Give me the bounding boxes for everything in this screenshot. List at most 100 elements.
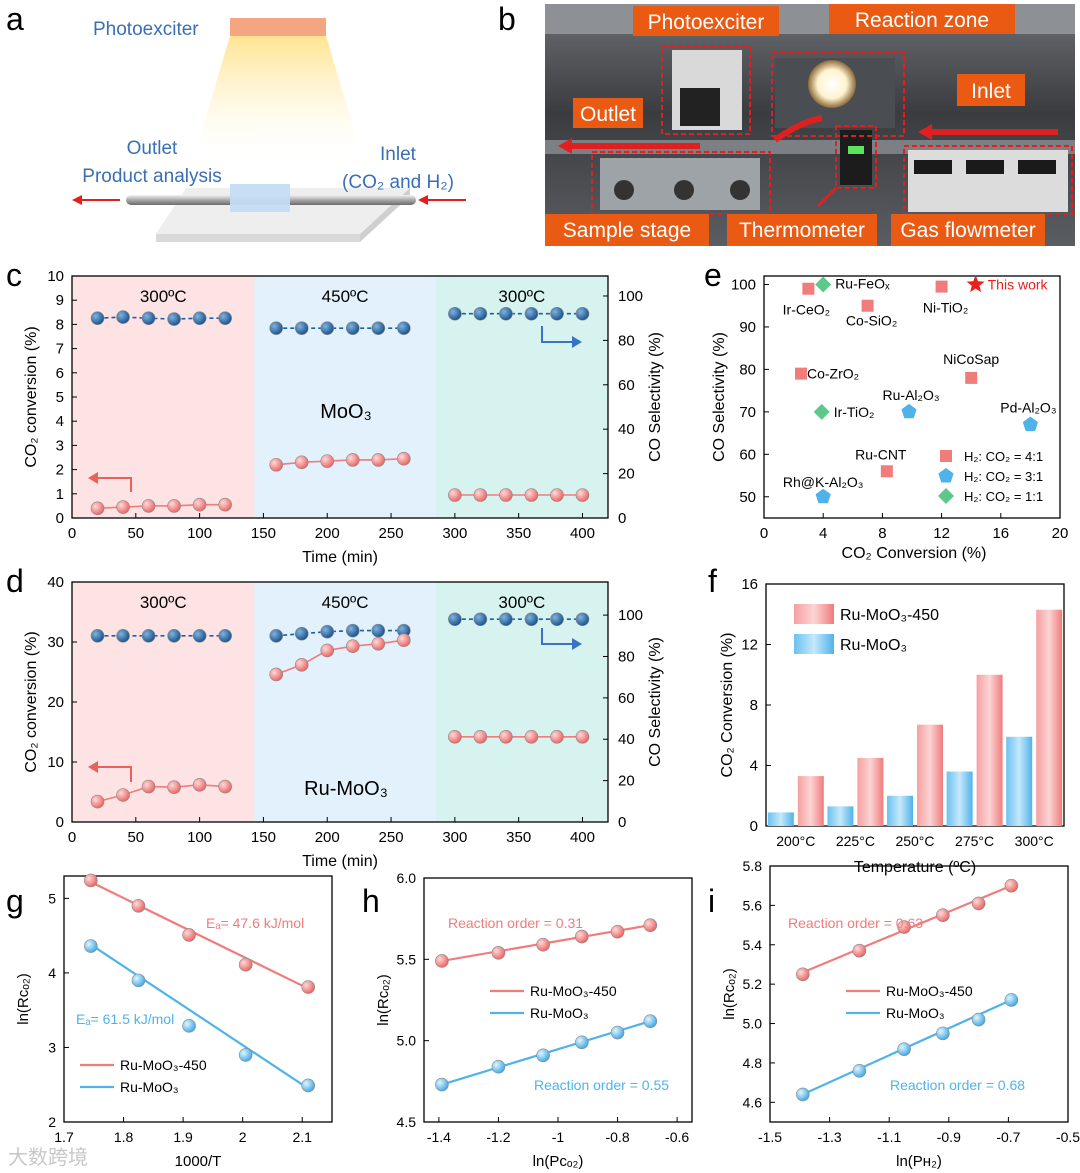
data-point-right [167, 312, 181, 326]
data-point-left [192, 777, 207, 792]
photo-label-gas-flowmeter: Gas flowmeter [900, 219, 1035, 242]
data-point-right [320, 321, 335, 335]
photo-label-photoexciter: Photoexciter [648, 11, 765, 34]
x-tick-label: -1 [552, 1129, 565, 1145]
y-right-tick-label: 0 [618, 814, 626, 831]
data-point-left [448, 729, 462, 744]
y-tick-label: 5.5 [397, 951, 417, 967]
data-point [536, 1048, 550, 1063]
x-tick-label: 225°C [836, 833, 875, 849]
legend-marker-diamond [938, 488, 954, 504]
region-label-0: 300ºC [140, 287, 187, 306]
y-tick-label: 5 [48, 890, 56, 906]
data-point-left [116, 500, 130, 514]
data-point-right [192, 311, 207, 325]
data-point-right [116, 310, 130, 324]
y-left-tick-label: 40 [47, 574, 64, 591]
outlet-flow-arrowhead [558, 138, 572, 154]
data-point-right [294, 321, 309, 335]
data-point-left [269, 457, 283, 472]
data-point-right [269, 321, 283, 335]
y-tick-label: 3 [48, 1039, 56, 1055]
legend-label: H₂: CO₂ = 3:1 [964, 469, 1043, 484]
x-tick-label: -1.2 [486, 1129, 510, 1145]
photoexciter-tag [633, 6, 779, 36]
data-point [238, 957, 253, 972]
data-point-left [499, 729, 513, 744]
x-tick-label: 400 [570, 829, 595, 846]
y-tick-label: 100 [731, 276, 756, 293]
right-axis-arrow [541, 326, 574, 343]
x-tick-label: 275°C [955, 833, 994, 849]
photo-label-outlet: Outlet [580, 103, 636, 126]
y-left-axis-label: CO₂ conversion (%) [23, 326, 40, 467]
x-tick-label: 8 [878, 525, 886, 542]
bar-ru-moo3-450 [797, 776, 824, 826]
y-tick-label: 4.5 [397, 1114, 417, 1130]
x-tick-label: 16 [992, 525, 1009, 542]
bar-ru-moo3 [767, 812, 794, 826]
x-tick-label: 400 [570, 525, 595, 542]
data-point [1004, 993, 1019, 1007]
data-point-pentagon [901, 403, 917, 419]
point-label: Ir-TiO₂ [834, 404, 875, 420]
data-point-diamond [815, 276, 832, 293]
data-point-left [167, 499, 181, 513]
x-tick-label: 0 [68, 829, 76, 846]
data-point-left [448, 488, 462, 502]
watermark: 大数跨境 [8, 1146, 88, 1169]
y-tick-label: 16 [741, 576, 758, 593]
data-point-right [499, 306, 513, 321]
data-point-left [524, 488, 539, 502]
photo-label-inlet: Inlet [971, 80, 1011, 103]
y-right-tick-label: 80 [618, 332, 635, 349]
y-tick-label: 4.6 [743, 1094, 763, 1110]
data-point [575, 1035, 589, 1050]
data-point-right [141, 311, 156, 325]
data-point [852, 1064, 867, 1078]
region-label-2: 300ºC [498, 287, 545, 306]
plot-frame-e [763, 275, 1061, 519]
thermometer-arrow [816, 186, 838, 208]
data-point-right [294, 626, 309, 641]
x-tick-label: 1.7 [54, 1129, 74, 1145]
region-label-0: 300ºC [140, 593, 187, 612]
point-label: Pd-Al₂O₃ [1000, 400, 1056, 416]
thermometer-device [840, 130, 872, 185]
point-label: This work [988, 276, 1049, 292]
data-point [610, 1025, 625, 1040]
series-note: Reaction order = 0.31 [448, 915, 583, 931]
data-point-square [935, 280, 948, 293]
temperature-region-1 [254, 582, 436, 822]
legend-marker-square [940, 450, 952, 462]
y-tick-label: 50 [739, 489, 756, 506]
x-axis-label: ln(Pʜ₂) [896, 1153, 942, 1170]
legend-label: Ru-MoO₃-450 [530, 983, 617, 999]
panel-letter-a: a [6, 1, 24, 37]
data-point-right [116, 628, 130, 643]
data-point-left [116, 788, 130, 802]
flowmeter-display-3 [1018, 160, 1056, 174]
fit-line [90, 880, 309, 990]
panel-letter-b: b [498, 1, 516, 37]
data-point [536, 937, 550, 952]
y-left-tick-label: 4 [56, 413, 64, 430]
data-point-square [861, 299, 874, 312]
x-tick-label: 250 [379, 525, 404, 542]
x-tick-label: 150 [251, 829, 276, 846]
chart-g: g 1.7 1.8 1.9 2 2.1 2 3 4 5 1000/T ln(Rᴄₒ₂) Eₐ= 47.6… [6, 873, 333, 1170]
sample-annotation: MoO₃ [320, 401, 371, 423]
data-point [301, 980, 315, 994]
x-tick-label: -1.3 [818, 1129, 842, 1145]
y-tick-label: 4 [750, 758, 758, 775]
x-tick-label: 1.9 [173, 1129, 193, 1145]
y-left-axis-label: CO₂ conversion (%) [23, 631, 40, 772]
x-tick-label: 250 [379, 829, 404, 846]
data-point-left [167, 780, 181, 795]
point-label: Co-ZrO₂ [807, 366, 859, 382]
data-point-left [550, 488, 564, 502]
x-tick-label: -0.9 [937, 1129, 961, 1145]
data-point-right [90, 628, 105, 643]
x-tick-label: -0.7 [996, 1129, 1020, 1145]
data-point-left [524, 729, 539, 744]
